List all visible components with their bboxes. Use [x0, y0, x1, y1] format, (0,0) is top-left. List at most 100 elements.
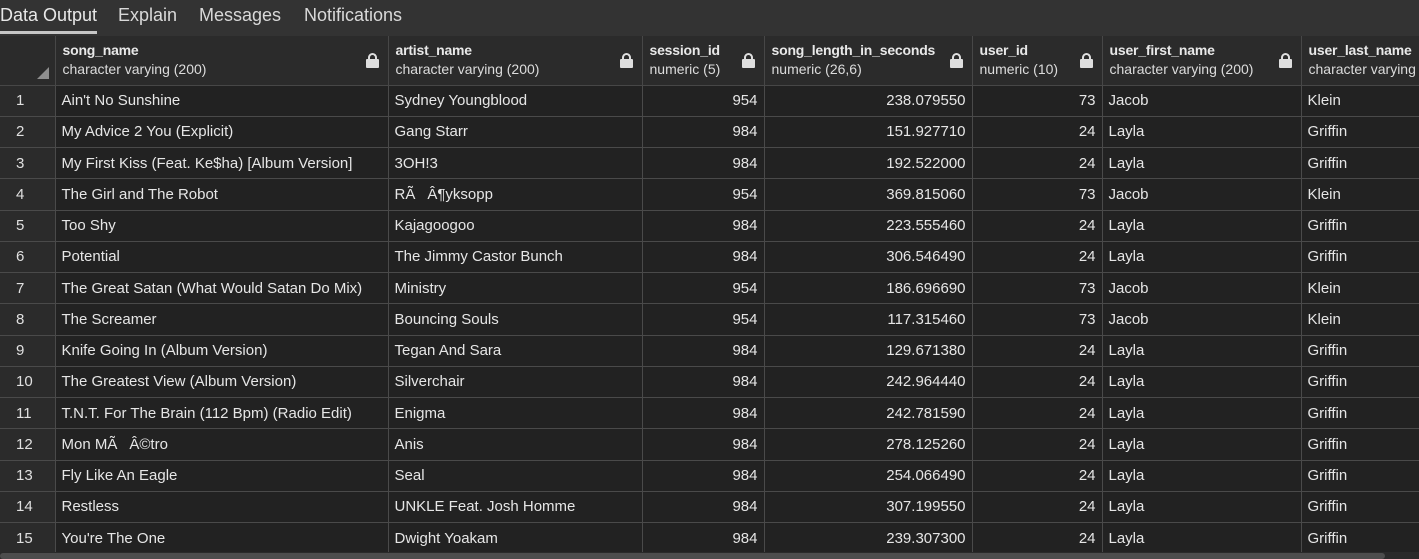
cell-user-id[interactable]: 24	[972, 428, 1103, 461]
cell-user-id[interactable]: 73	[972, 85, 1103, 117]
cell-user-id[interactable]: 24	[972, 366, 1103, 399]
row-number[interactable]: 12	[0, 428, 56, 461]
cell-artist-name[interactable]: UNKLE Feat. Josh Homme	[388, 491, 643, 524]
cell-user-last-name[interactable]: Griffin	[1301, 428, 1419, 461]
table-row[interactable]: 7 The Great Satan (What Would Satan Do Mi…	[0, 272, 1419, 305]
cell-user-last-name[interactable]: Griffin	[1301, 241, 1419, 274]
cell-song-name[interactable]: Fly Like An Eagle	[55, 460, 389, 492]
table-row[interactable]: 4 The Girl and The Robot RÃÂ¶yksopp 954 369…	[0, 178, 1419, 211]
tab-messages[interactable]: Messages	[199, 5, 282, 25]
table-row[interactable]: 10 The Greatest View (Album Version) Silve…	[0, 366, 1419, 399]
cell-song-name[interactable]: Mon MÃÂ©tro	[55, 428, 389, 461]
row-number[interactable]: 11	[0, 397, 56, 430]
cell-song-name[interactable]: T.N.T. For The Brain (112 Bpm) (Radio Ed…	[55, 397, 389, 430]
cell-user-first-name[interactable]: Layla	[1102, 460, 1302, 492]
cell-artist-name[interactable]: Gang Starr	[388, 116, 643, 149]
cell-session-id[interactable]: 984	[642, 491, 765, 524]
row-number[interactable]: 6	[0, 241, 56, 274]
cell-user-first-name[interactable]: Layla	[1102, 366, 1302, 399]
row-number[interactable]: 10	[0, 366, 56, 399]
row-number[interactable]: 15	[0, 522, 56, 552]
cell-user-last-name[interactable]: Klein	[1301, 272, 1419, 305]
row-number[interactable]: 4	[0, 178, 56, 211]
cell-user-id[interactable]: 24	[972, 522, 1103, 552]
cell-session-id[interactable]: 954	[642, 303, 765, 336]
cell-user-id[interactable]: 24	[972, 241, 1103, 274]
table-row[interactable]: 3 My First Kiss (Feat. Ke$ha) [Album Vers…	[0, 147, 1419, 180]
cell-artist-name[interactable]: Bouncing Souls	[388, 303, 643, 336]
cell-song-name[interactable]: Potential	[55, 241, 389, 274]
cell-user-last-name[interactable]: Griffin	[1301, 522, 1419, 552]
cell-user-first-name[interactable]: Jacob	[1102, 178, 1302, 211]
cell-song-length[interactable]: 239.307300	[764, 522, 973, 552]
cell-song-length[interactable]: 223.555460	[764, 210, 973, 242]
cell-song-name[interactable]: The Greatest View (Album Version)	[55, 366, 389, 399]
cell-user-last-name[interactable]: Griffin	[1301, 116, 1419, 149]
row-number[interactable]: 3	[0, 147, 56, 180]
column-header-song-length[interactable]: song_length_in_seconds numeric (26,6)	[764, 36, 973, 86]
cell-user-id[interactable]: 24	[972, 335, 1103, 367]
table-row[interactable]: 5 Too Shy Kajagoogoo 984 223.555460 24 Layla Gr…	[0, 210, 1419, 242]
cell-user-last-name[interactable]: Griffin	[1301, 366, 1419, 399]
cell-session-id[interactable]: 984	[642, 460, 765, 492]
cell-session-id[interactable]: 984	[642, 116, 765, 149]
row-number[interactable]: 1	[0, 85, 56, 117]
cell-session-id[interactable]: 954	[642, 272, 765, 305]
cell-song-name[interactable]: The Girl and The Robot	[55, 178, 389, 211]
table-row[interactable]: 2 My Advice 2 You (Explicit) Gang Starr 984…	[0, 116, 1419, 149]
cell-song-name[interactable]: The Great Satan (What Would Satan Do Mix…	[55, 272, 389, 305]
cell-session-id[interactable]: 984	[642, 210, 765, 242]
cell-session-id[interactable]: 984	[642, 428, 765, 461]
cell-user-id[interactable]: 24	[972, 147, 1103, 180]
column-header-session-id[interactable]: session_id numeric (5)	[642, 36, 765, 86]
cell-user-id[interactable]: 24	[972, 397, 1103, 430]
column-header-artist-name[interactable]: artist_name character varying (200)	[388, 36, 643, 86]
cell-user-last-name[interactable]: Griffin	[1301, 210, 1419, 242]
column-header-user-first-name[interactable]: user_first_name character varying (200)	[1102, 36, 1302, 86]
cell-user-first-name[interactable]: Layla	[1102, 241, 1302, 274]
cell-user-id[interactable]: 24	[972, 460, 1103, 492]
cell-session-id[interactable]: 954	[642, 178, 765, 211]
cell-user-last-name[interactable]: Klein	[1301, 85, 1419, 117]
tab-explain[interactable]: Explain	[118, 5, 178, 25]
cell-artist-name[interactable]: 3OH!3	[388, 147, 643, 180]
row-number[interactable]: 13	[0, 460, 56, 492]
cell-user-last-name[interactable]: Griffin	[1301, 335, 1419, 367]
table-row[interactable]: 13 Fly Like An Eagle Seal 984 254.066490 24 La…	[0, 460, 1419, 492]
cell-user-last-name[interactable]: Griffin	[1301, 147, 1419, 180]
table-row[interactable]: 1 Ain't No Sunshine Sydney Youngblood 954 23…	[0, 85, 1419, 117]
select-all-corner[interactable]	[0, 36, 56, 86]
cell-artist-name[interactable]: Enigma	[388, 397, 643, 430]
cell-song-length[interactable]: 238.079550	[764, 85, 973, 117]
cell-song-name[interactable]: Knife Going In (Album Version)	[55, 335, 389, 367]
cell-user-last-name[interactable]: Griffin	[1301, 491, 1419, 524]
cell-artist-name[interactable]: Tegan And Sara	[388, 335, 643, 367]
cell-artist-name[interactable]: Dwight Yoakam	[388, 522, 643, 552]
row-number[interactable]: 8	[0, 303, 56, 336]
cell-artist-name[interactable]: Seal	[388, 460, 643, 492]
cell-user-first-name[interactable]: Layla	[1102, 335, 1302, 367]
cell-song-length[interactable]: 242.964440	[764, 366, 973, 399]
table-row[interactable]: 15 You're The One Dwight Yoakam 984 239.3073…	[0, 522, 1419, 552]
cell-song-name[interactable]: My Advice 2 You (Explicit)	[55, 116, 389, 149]
table-row[interactable]: 9 Knife Going In (Album Version) Tegan And…	[0, 335, 1419, 367]
cell-session-id[interactable]: 984	[642, 522, 765, 552]
cell-song-name[interactable]: Ain't No Sunshine	[55, 85, 389, 117]
cell-artist-name[interactable]: Silverchair	[388, 366, 643, 399]
row-number[interactable]: 5	[0, 210, 56, 242]
cell-user-last-name[interactable]: Griffin	[1301, 460, 1419, 492]
cell-user-first-name[interactable]: Layla	[1102, 210, 1302, 242]
cell-user-last-name[interactable]: Klein	[1301, 303, 1419, 336]
cell-user-first-name[interactable]: Layla	[1102, 491, 1302, 524]
cell-user-first-name[interactable]: Layla	[1102, 397, 1302, 430]
scrollbar-thumb[interactable]	[0, 553, 1385, 559]
cell-artist-name[interactable]: The Jimmy Castor Bunch	[388, 241, 643, 274]
cell-song-length[interactable]: 192.522000	[764, 147, 973, 180]
cell-session-id[interactable]: 984	[642, 335, 765, 367]
table-row[interactable]: 12 Mon MÃÂ©tro Anis 984 278.125260 24 Layla Gr…	[0, 428, 1419, 461]
cell-song-length[interactable]: 307.199550	[764, 491, 973, 524]
cell-user-id[interactable]: 73	[972, 272, 1103, 305]
horizontal-scrollbar[interactable]	[0, 552, 1419, 559]
cell-song-name[interactable]: The Screamer	[55, 303, 389, 336]
cell-user-first-name[interactable]: Layla	[1102, 116, 1302, 149]
